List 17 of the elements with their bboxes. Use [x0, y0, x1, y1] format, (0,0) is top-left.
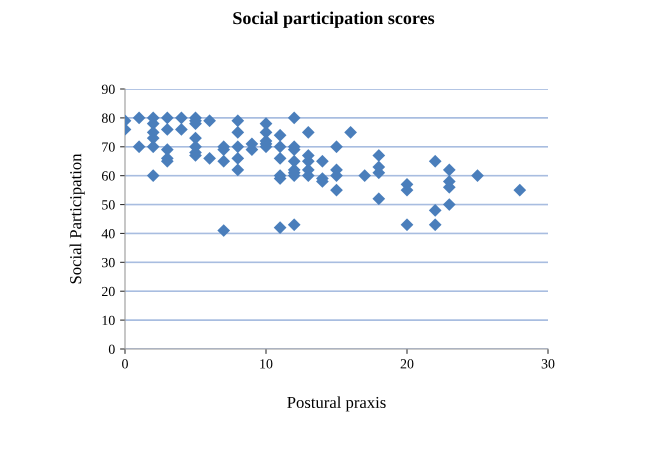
- y-tick-label: 60: [102, 171, 115, 181]
- x-axis-title: Postural praxis: [287, 396, 386, 412]
- y-tick-label: 0: [108, 344, 115, 354]
- y-tick-label: 90: [102, 84, 115, 94]
- x-tick-label: 20: [400, 359, 414, 368]
- y-tick-label: 80: [102, 113, 115, 123]
- y-tick-label: 10: [102, 316, 115, 326]
- x-tick-label: 10: [260, 359, 272, 368]
- y-tick-label: 30: [102, 258, 115, 268]
- y-axis-title: Social Participation: [70, 154, 85, 284]
- y-tick-label: 40: [102, 229, 115, 238]
- y-tick-label: 50: [102, 200, 115, 210]
- x-tick-label: 0: [122, 359, 128, 368]
- x-tick-label: 30: [542, 359, 554, 368]
- y-tick-label: 20: [102, 286, 115, 296]
- y-tick-label: 70: [102, 142, 115, 152]
- chart-title: Social participation scores: [233, 12, 434, 28]
